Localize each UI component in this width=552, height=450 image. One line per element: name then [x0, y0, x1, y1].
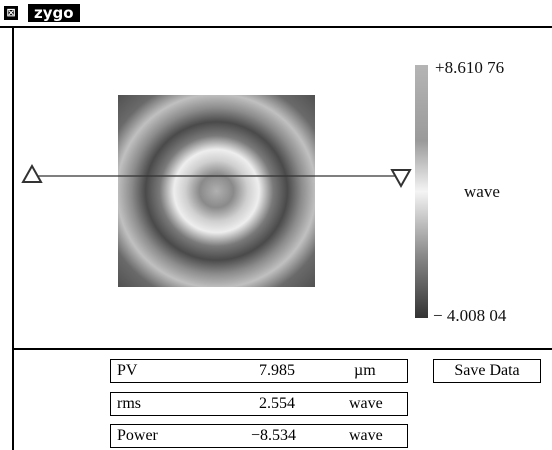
window-title: zygo — [28, 4, 80, 22]
result-unit: µm — [354, 362, 376, 380]
result-row: PV 7.985 µm — [110, 359, 408, 383]
close-button[interactable]: ⊠ — [4, 6, 18, 20]
colorbar-max: +8.610 76 — [435, 58, 504, 78]
app-window: ⊠ zygo — [0, 0, 552, 450]
result-row: rms 2.554 wave — [110, 392, 408, 416]
result-value: 2.554 — [259, 395, 295, 413]
result-unit: wave — [349, 427, 383, 445]
colorbar-unit: wave — [464, 182, 500, 202]
panel-border — [12, 348, 552, 350]
result-row: Power −8.534 wave — [110, 424, 408, 448]
save-button[interactable]: Save Data — [433, 359, 541, 383]
interferogram — [118, 95, 315, 287]
profile-marker[interactable] — [392, 170, 410, 186]
result-label: PV — [117, 362, 137, 380]
title-bar: ⊠ zygo — [0, 0, 552, 28]
colorbar — [415, 65, 428, 318]
result-label: Power — [117, 427, 158, 445]
profile-marker[interactable] — [23, 166, 41, 182]
result-unit: wave — [349, 395, 383, 413]
colorbar-min: − 4.008 04 — [433, 306, 506, 326]
result-value: 7.985 — [259, 362, 295, 380]
result-label: rms — [117, 395, 141, 413]
result-value: −8.534 — [251, 427, 296, 445]
